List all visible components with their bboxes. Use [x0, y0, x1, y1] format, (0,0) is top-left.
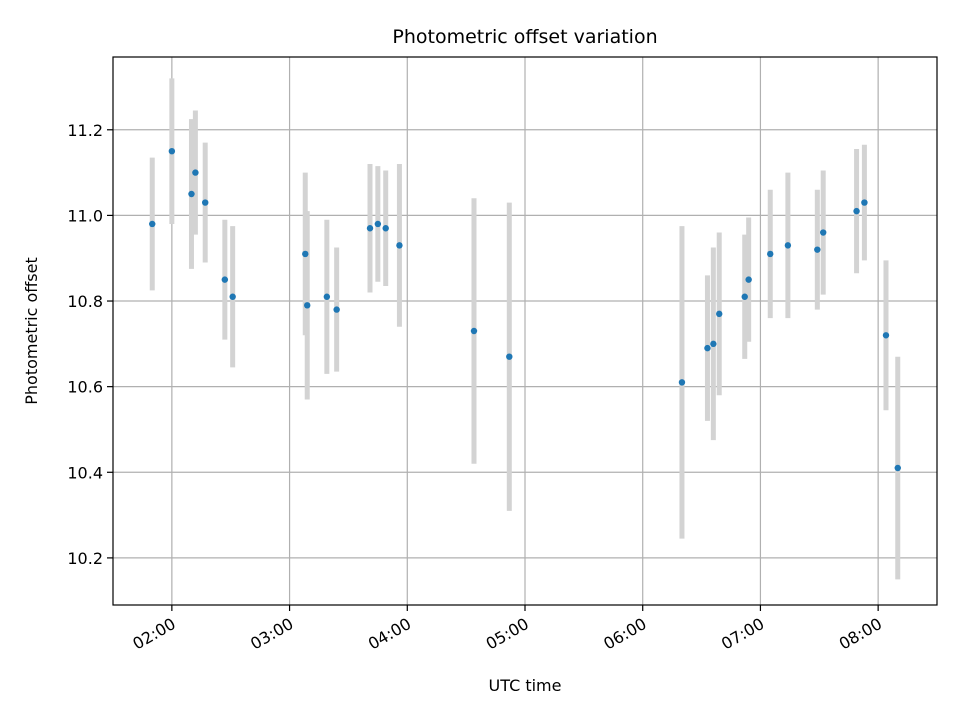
data-point	[374, 220, 382, 228]
data-point	[366, 225, 374, 232]
data-point	[704, 344, 711, 352]
data-point	[229, 293, 236, 300]
grid-layer	[113, 57, 937, 605]
y-tick-label: 10.4	[67, 463, 103, 482]
y-tick-label: 10.2	[67, 549, 103, 568]
data-point	[820, 229, 827, 236]
data-point	[861, 199, 868, 206]
data-point	[202, 199, 209, 206]
data-point	[767, 250, 774, 258]
data-point	[882, 332, 890, 339]
data-point	[710, 340, 717, 348]
x-axis-label: UTC time	[489, 676, 562, 695]
chart-title: Photometric offset variation	[392, 26, 657, 48]
data-point	[221, 276, 229, 283]
data-point	[304, 302, 311, 309]
data-point	[814, 246, 821, 253]
data-point	[745, 276, 752, 283]
data-point	[716, 310, 723, 318]
y-tick-label: 11.2	[67, 121, 103, 140]
data-point	[149, 220, 156, 228]
y-axis: 10.2 10.4 10.6 10.8 11.0 11.2	[67, 121, 113, 568]
data-point	[333, 306, 340, 313]
point-layer	[149, 147, 901, 472]
data-point	[382, 225, 389, 232]
data-point	[323, 293, 331, 300]
data-point	[470, 327, 478, 335]
data-point	[853, 207, 860, 215]
data-point	[396, 242, 403, 249]
y-tick-label: 10.6	[67, 378, 103, 397]
data-point	[168, 147, 176, 155]
data-point	[302, 250, 309, 258]
data-point	[192, 169, 199, 176]
data-point	[188, 190, 195, 198]
y-tick-label: 11.0	[67, 206, 103, 225]
data-point	[741, 293, 748, 300]
y-axis-label: Photometric offset	[22, 257, 41, 405]
y-tick-label: 10.8	[67, 292, 103, 311]
data-point	[784, 242, 792, 249]
data-point	[678, 379, 686, 386]
data-point	[894, 464, 901, 472]
data-point	[506, 353, 513, 360]
